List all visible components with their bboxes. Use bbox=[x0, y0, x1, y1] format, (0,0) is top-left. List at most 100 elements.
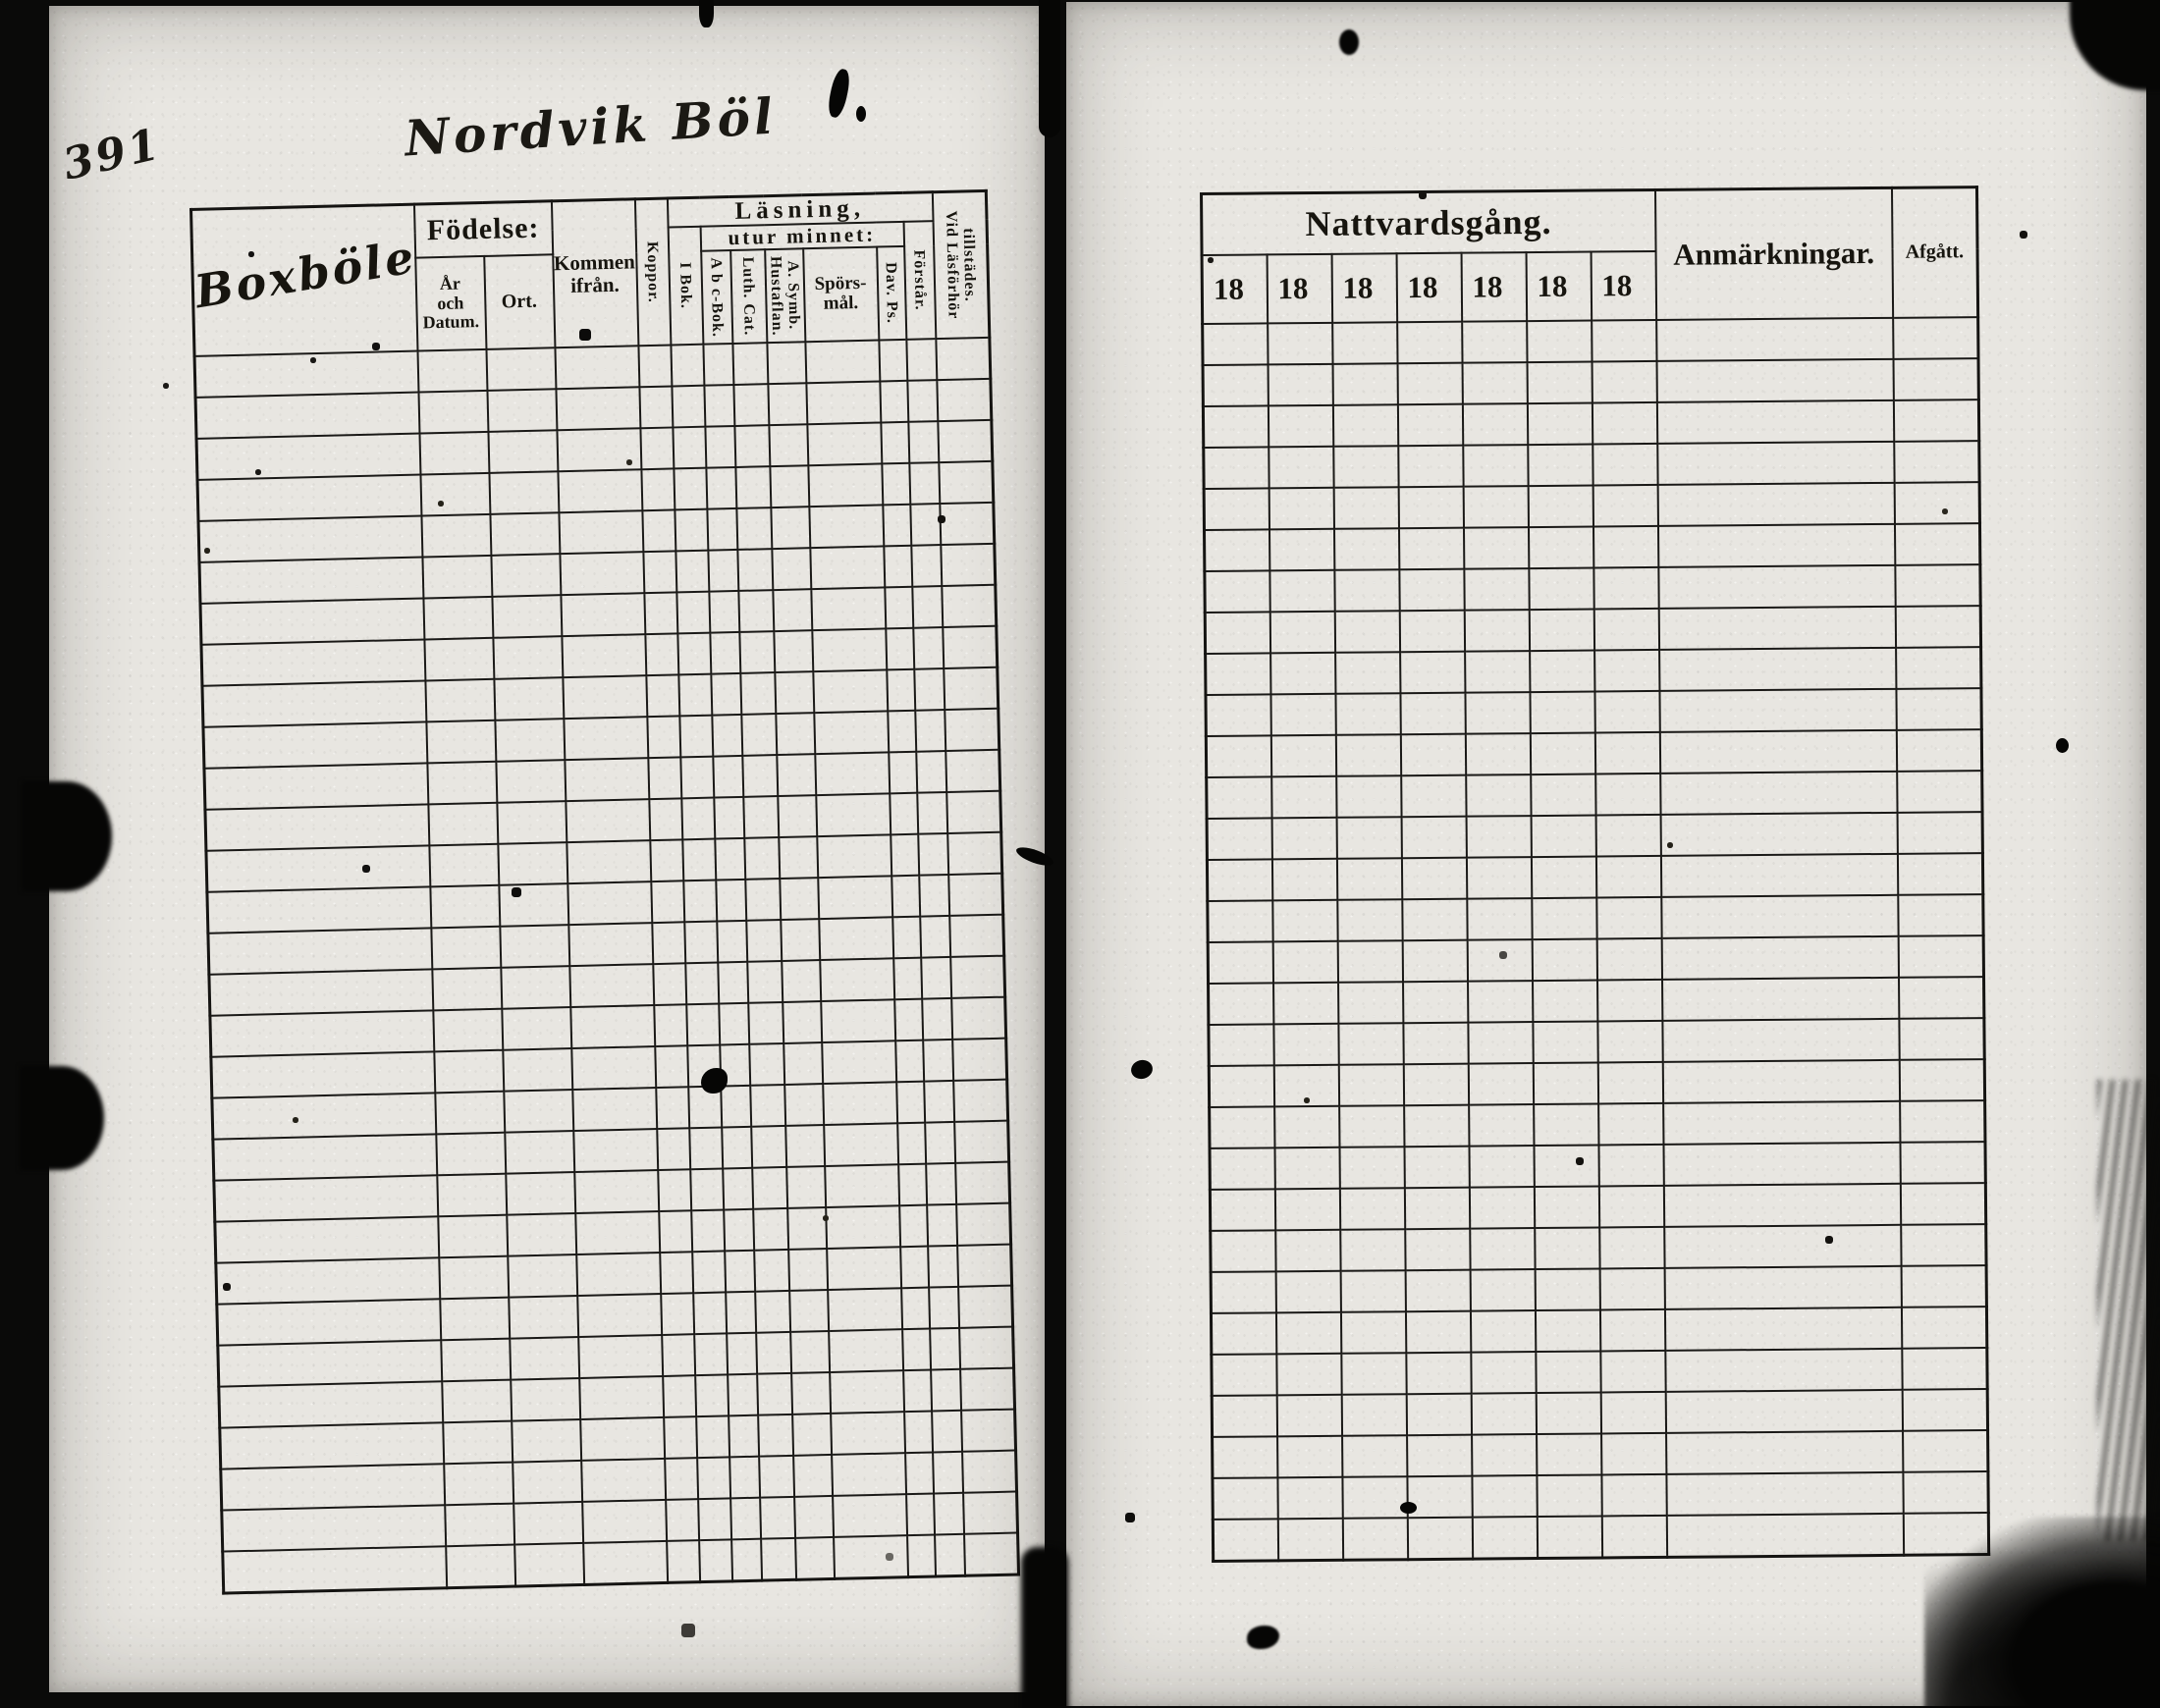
empty-cell bbox=[1400, 774, 1467, 818]
table-row bbox=[1208, 977, 1984, 1025]
empty-cell bbox=[672, 426, 706, 469]
empty-cell bbox=[794, 1537, 835, 1580]
empty-cell bbox=[793, 1496, 834, 1539]
table-row bbox=[1204, 523, 1980, 571]
empty-cell bbox=[959, 1367, 1015, 1412]
empty-cell bbox=[751, 1167, 787, 1210]
empty-cell bbox=[906, 380, 938, 423]
empty-cell bbox=[712, 756, 743, 798]
empty-cell bbox=[1404, 1187, 1470, 1230]
empty-cell bbox=[1202, 323, 1269, 365]
empty-cell bbox=[962, 1491, 1018, 1535]
col-header-sporsmal: Spörs- mål. bbox=[802, 246, 879, 343]
empty-cell bbox=[504, 1131, 574, 1174]
empty-cell bbox=[693, 1333, 728, 1376]
table-row bbox=[1209, 1142, 1986, 1190]
empty-cell bbox=[201, 680, 426, 728]
empty-cell bbox=[1397, 362, 1463, 405]
empty-cell bbox=[892, 957, 922, 1000]
empty-cell bbox=[748, 1043, 784, 1087]
empty-cell bbox=[1598, 1185, 1664, 1228]
empty-cell bbox=[653, 1004, 687, 1047]
empty-cell bbox=[1274, 1188, 1340, 1231]
empty-cell bbox=[1340, 1353, 1407, 1395]
empty-cell bbox=[880, 422, 909, 464]
empty-cell bbox=[1466, 816, 1532, 858]
empty-cell bbox=[921, 998, 952, 1041]
col-header-luth-cat: Luth. Cat. bbox=[729, 248, 767, 345]
empty-cell bbox=[909, 504, 941, 547]
empty-cell bbox=[939, 503, 995, 546]
empty-cell bbox=[1336, 817, 1402, 859]
empty-cell bbox=[1594, 773, 1661, 816]
empty-cell bbox=[1407, 1517, 1473, 1560]
empty-cell bbox=[1897, 812, 1983, 854]
empty-cell bbox=[930, 1369, 961, 1412]
empty-cell bbox=[953, 1120, 1009, 1164]
empty-cell bbox=[941, 585, 997, 628]
empty-cell bbox=[1662, 1059, 1900, 1103]
empty-cell bbox=[1529, 609, 1594, 652]
empty-cell bbox=[1275, 1353, 1342, 1396]
empty-cell bbox=[912, 627, 944, 669]
empty-cell bbox=[1897, 894, 1984, 936]
empty-cell bbox=[1271, 817, 1337, 860]
empty-cell bbox=[502, 1048, 572, 1092]
empty-cell bbox=[731, 343, 768, 386]
empty-cell bbox=[1466, 898, 1533, 940]
empty-cell bbox=[926, 1204, 957, 1247]
empty-cell bbox=[1336, 899, 1403, 941]
ink-blot bbox=[2056, 738, 2069, 753]
empty-cell bbox=[925, 1163, 956, 1205]
table-row bbox=[1209, 1059, 1985, 1107]
empty-cell bbox=[493, 677, 564, 721]
empty-cell bbox=[1897, 853, 1983, 895]
empty-cell bbox=[786, 1207, 827, 1251]
empty-cell bbox=[1664, 1348, 1903, 1392]
empty-cell bbox=[1209, 1106, 1274, 1148]
empty-cell bbox=[1661, 977, 1899, 1021]
empty-cell bbox=[1276, 1435, 1342, 1478]
empty-cell bbox=[194, 350, 418, 399]
empty-cell bbox=[565, 799, 650, 843]
empty-cell bbox=[1332, 446, 1399, 488]
empty-cell bbox=[1900, 1183, 1986, 1225]
empty-cell bbox=[1403, 1146, 1470, 1189]
empty-cell bbox=[1591, 319, 1657, 362]
empty-cell bbox=[774, 671, 814, 715]
empty-cell bbox=[1467, 981, 1533, 1023]
empty-cell bbox=[1336, 858, 1402, 900]
empty-cell bbox=[496, 801, 567, 845]
empty-cell bbox=[216, 1299, 441, 1346]
empty-cell bbox=[792, 1455, 833, 1498]
empty-cell bbox=[1893, 441, 1980, 483]
empty-cell bbox=[691, 1251, 726, 1294]
empty-cell bbox=[804, 340, 880, 384]
empty-cell bbox=[1466, 857, 1532, 899]
empty-cell bbox=[1527, 361, 1593, 404]
empty-cell bbox=[1462, 403, 1528, 446]
empty-cell bbox=[916, 792, 947, 834]
empty-cell bbox=[1204, 488, 1269, 530]
empty-cell bbox=[1397, 445, 1464, 488]
empty-cell bbox=[1665, 1389, 1903, 1433]
empty-cell bbox=[945, 749, 1000, 793]
empty-cell bbox=[417, 349, 487, 393]
empty-cell bbox=[1398, 486, 1464, 529]
empty-cell bbox=[1534, 1186, 1599, 1229]
empty-cell bbox=[698, 1539, 732, 1582]
empty-cell bbox=[756, 1373, 792, 1415]
empty-cell bbox=[196, 433, 420, 481]
empty-cell bbox=[211, 1093, 436, 1140]
empty-cell bbox=[681, 838, 716, 881]
empty-cell bbox=[503, 1090, 573, 1133]
table-row bbox=[1207, 894, 1984, 942]
empty-cell bbox=[436, 1173, 507, 1217]
empty-cell bbox=[828, 1329, 903, 1373]
table-row bbox=[1212, 1389, 1988, 1437]
empty-cell bbox=[1273, 1064, 1339, 1107]
empty-cell bbox=[766, 342, 806, 385]
empty-cell bbox=[200, 598, 424, 646]
empty-cell bbox=[1463, 568, 1530, 611]
empty-cell bbox=[1596, 1020, 1663, 1063]
